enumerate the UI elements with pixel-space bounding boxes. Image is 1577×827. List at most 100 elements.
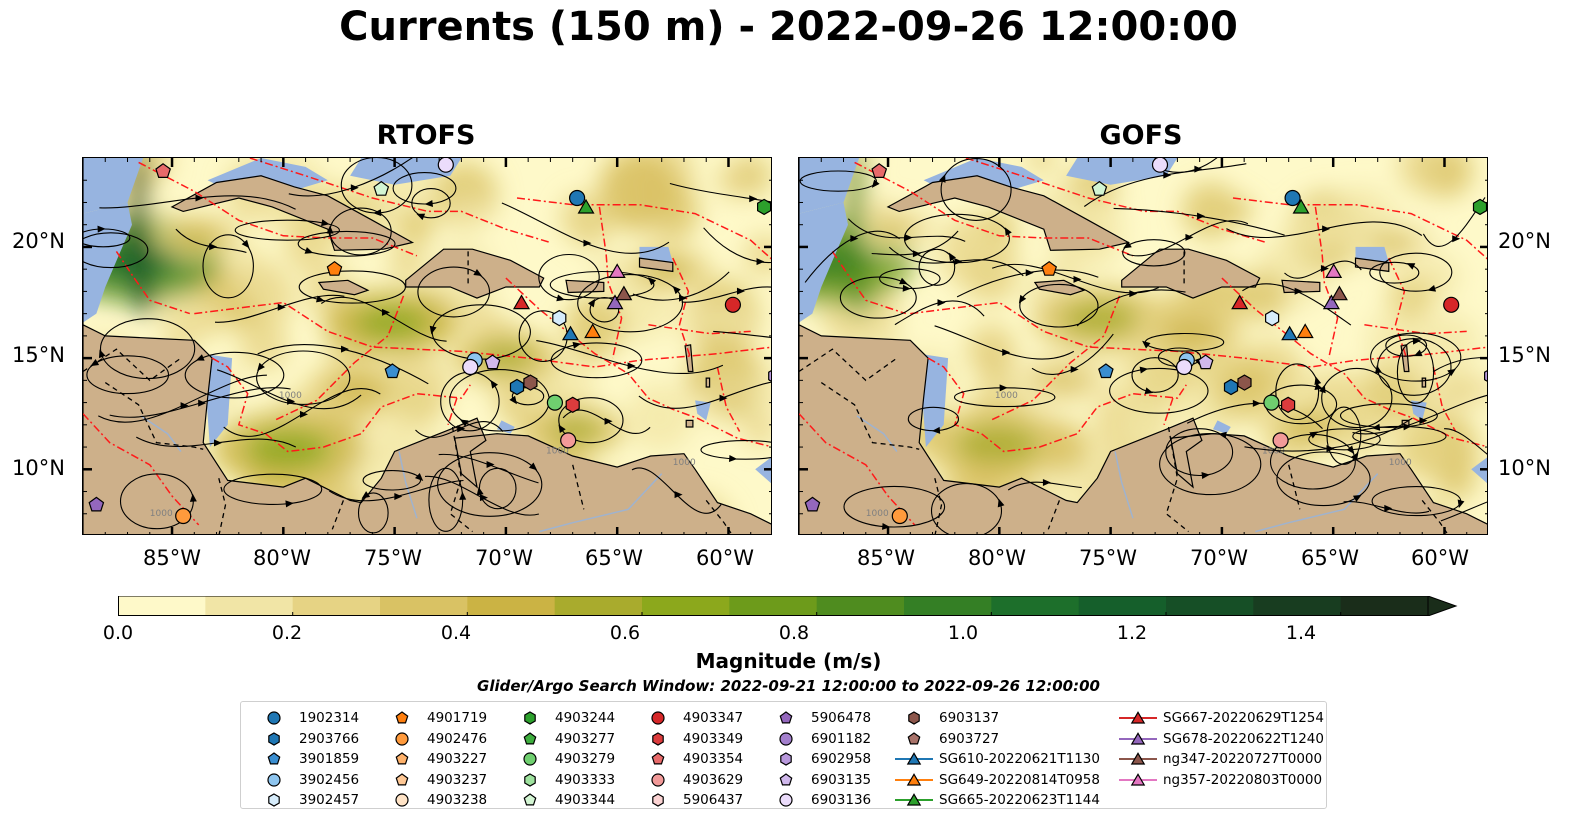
observation-4903629 (1272, 432, 1289, 449)
lat-label-15n-right: 15°N (1498, 343, 1551, 367)
observation-4903244 (1472, 198, 1487, 216)
observation-6902958 (1483, 370, 1487, 382)
streamline-arrow (326, 225, 334, 234)
eddy-streamline (297, 230, 396, 257)
legend-label: 4903279 (555, 751, 616, 768)
observation-SG649-20220814T0958 (1296, 323, 1314, 339)
flow-streamline (713, 330, 771, 338)
eddy-streamline (538, 253, 600, 301)
streamline-arrow (1123, 241, 1132, 249)
eddy-streamline (1308, 428, 1381, 451)
lat-label-20n-right: 20°N (1498, 229, 1551, 253)
streamline-arrow (394, 492, 403, 500)
streamline-arrow (321, 219, 330, 227)
isobath-label: 1000 (279, 391, 302, 401)
observation-2903766 (1223, 378, 1239, 396)
streamline-arrow (1314, 376, 1322, 386)
streamline-arrow (1144, 387, 1154, 395)
observation-6903135 (484, 354, 501, 370)
eddy-streamline (549, 270, 655, 299)
colorbar-bin (642, 596, 730, 616)
legend-marker-icon (652, 731, 664, 746)
observation-6903137 (1237, 374, 1252, 391)
eez-line-9 (965, 158, 1267, 244)
observation-SG610-20220621T1130 (561, 325, 579, 341)
legend-label: 5906437 (683, 792, 744, 809)
graticule-ticks (83, 158, 771, 534)
legend-marker-icon (1119, 731, 1157, 745)
land-5 (684, 344, 694, 373)
eez-boundaries (83, 158, 771, 526)
lon-label-70w-right: 70°W (1190, 546, 1248, 570)
deep-water-1 (83, 202, 132, 323)
observation-4901719 (1041, 260, 1058, 276)
eez-line-7 (274, 295, 405, 422)
legend-marker (652, 731, 664, 746)
legend-label: 3901859 (299, 751, 360, 768)
legend-label: SG665-20220623T1144 (939, 792, 1100, 809)
eddy-streamline (1122, 239, 1186, 267)
eez-line-11 (447, 397, 458, 426)
legend-label: 4903227 (427, 751, 488, 768)
legend-label: 4903629 (683, 771, 744, 788)
eez-line-5 (1314, 206, 1339, 359)
observation-4903349 (565, 396, 580, 413)
isobath-label: 1000 (866, 509, 889, 519)
observation-5906478 (88, 496, 105, 512)
streamline-arrow (904, 234, 913, 242)
legend-marker-icon (524, 711, 536, 725)
observation-1902314 (1284, 189, 1301, 207)
land-5 (1400, 344, 1410, 373)
legend-marker (267, 773, 281, 787)
streamline-arrow (490, 379, 498, 389)
colorbar-tick-6: 1.2 (1116, 622, 1148, 644)
streamline-arrow (479, 494, 488, 502)
legend-label: SG678-20220622T1240 (1163, 730, 1324, 747)
flow-streamline (1440, 501, 1487, 522)
streamline-arrow (556, 294, 565, 302)
observation-6903136 (462, 358, 479, 376)
eez-line-10 (831, 250, 907, 315)
border-4 (449, 426, 473, 533)
eddy-streamline (930, 483, 1003, 534)
legend-label: 4903349 (683, 730, 744, 747)
streamline-arrow (931, 426, 941, 434)
streamline-arrow (98, 349, 106, 359)
observation-ng357-20220803T0000 (608, 263, 626, 279)
legend-marker (524, 773, 536, 787)
streamline-arrow (1413, 349, 1423, 357)
observation-ng347-20220727T0000 (1330, 285, 1348, 301)
isobath-label: 1000 (673, 458, 696, 468)
observation-3902457 (552, 309, 567, 327)
streamline-arrow (558, 424, 566, 434)
observation-SG649-20220814T0958 (584, 323, 602, 339)
legend-marker (652, 793, 664, 808)
colorbar-gradient (117, 595, 1458, 617)
colorbar-bin (118, 596, 206, 616)
border-1 (820, 382, 920, 450)
rtofs-map-canvas: 1000 1000 1000 1000 (83, 158, 771, 534)
legend-label: SG667-20220629T1254 (1163, 710, 1324, 726)
eddy-streamline (392, 172, 457, 205)
eez-line-2 (927, 357, 1187, 453)
eddy-streamline (558, 397, 624, 444)
eddy-streamline (1159, 433, 1262, 496)
eez-line-9 (249, 158, 551, 244)
colorbar-bin (991, 596, 1080, 616)
streamline-arrow (429, 325, 437, 335)
streamline-arrow (882, 522, 891, 530)
deep-water-0 (799, 158, 860, 214)
colorbar-bin (554, 596, 643, 616)
legend-marker-icon (895, 793, 933, 806)
eez-line-0 (854, 161, 1134, 257)
legend-marker-icon (268, 793, 280, 808)
legend-marker-icon (779, 793, 793, 807)
legend-marker (906, 772, 922, 786)
streamline-arrow (912, 250, 921, 258)
streamline-arrow (277, 303, 286, 311)
colorbar-bin (1340, 596, 1429, 616)
eez-line-11 (1163, 397, 1174, 426)
lon-label-85w-left: 85°W (143, 546, 201, 570)
eddy-streamline (940, 158, 1012, 221)
streamline-arrow (948, 252, 956, 262)
